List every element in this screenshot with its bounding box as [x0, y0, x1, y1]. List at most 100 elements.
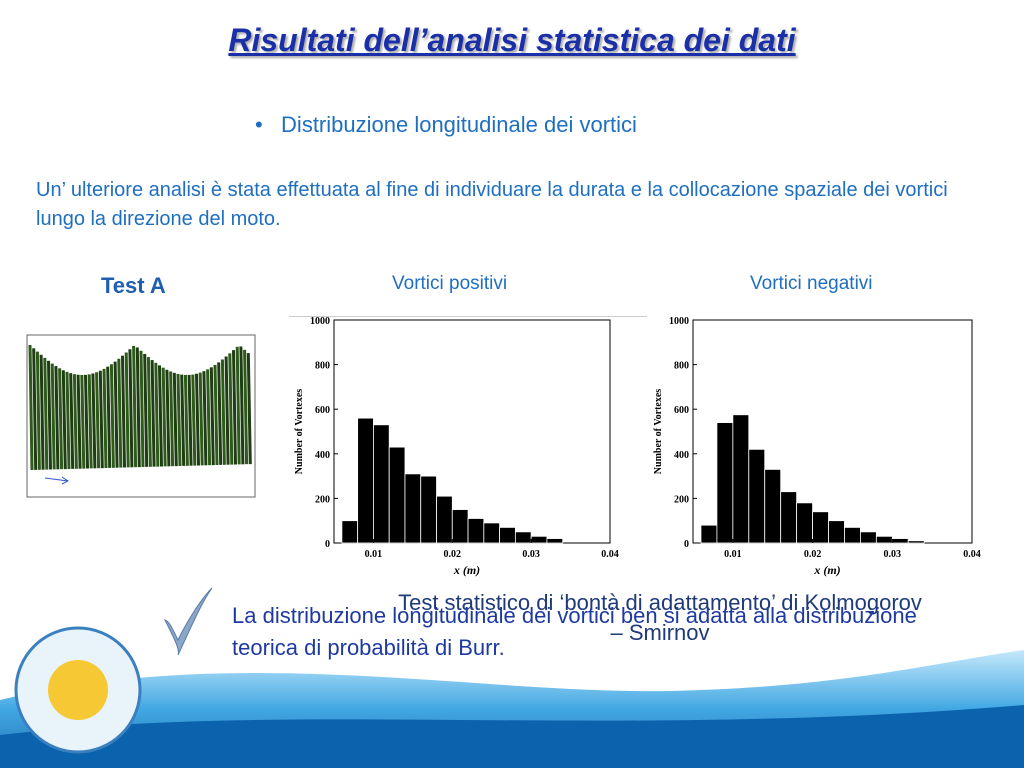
stripe: [239, 346, 245, 465]
slide-title: Risultati dell’analisi statistica dei da…: [228, 22, 796, 58]
bar: [828, 520, 845, 544]
stripe: [150, 360, 156, 467]
divider: [289, 316, 647, 317]
stripe: [228, 353, 234, 465]
bar: [341, 520, 359, 544]
bar: [875, 535, 893, 544]
conclusion: La distribuzione longitudinale dei vorti…: [232, 603, 917, 660]
stripe: [180, 374, 186, 466]
y-tick-label: 1000: [669, 316, 689, 327]
bar: [716, 422, 734, 544]
stripe: [246, 353, 252, 465]
stripe: [128, 349, 134, 468]
stripe: [61, 370, 67, 470]
stripe: [169, 371, 175, 467]
y-axis-label: Number of Vortexes: [653, 389, 664, 474]
x-tick-label: 0.02: [804, 549, 822, 560]
x-tick-label: 0.03: [884, 549, 902, 560]
stripe: [187, 374, 193, 466]
stripe: [235, 346, 241, 465]
bar: [891, 538, 909, 544]
stripe: [217, 362, 223, 465]
y-tick-label: 800: [674, 361, 689, 372]
y-axis-label: Number of Vortexes: [294, 389, 305, 474]
stripe: [98, 370, 104, 469]
y-tick-label: 1000: [310, 316, 330, 327]
chart-title: Vortici negativi: [750, 273, 873, 294]
stripe: [139, 350, 145, 468]
bar: [357, 417, 374, 544]
stripe: [176, 373, 182, 467]
stripe: [191, 374, 197, 466]
stripe: [232, 350, 237, 465]
stripe: [132, 345, 138, 468]
stripe: [195, 373, 200, 466]
x-axis-label: x (m): [453, 563, 480, 577]
stripe: [121, 355, 126, 468]
bar: [907, 540, 925, 544]
wave: [0, 705, 1024, 768]
bar: [732, 414, 750, 544]
stripe: [87, 374, 93, 469]
y-tick-label: 0: [325, 539, 330, 550]
logo-sun: [48, 660, 108, 720]
y-tick-label: 200: [674, 494, 689, 505]
bar: [451, 509, 469, 544]
stripe: [158, 365, 163, 467]
bullet-dot: •: [255, 112, 263, 137]
checkmark: [163, 587, 213, 656]
stripe: [50, 363, 56, 470]
stripe: [206, 369, 212, 466]
stripe: [109, 364, 115, 468]
bar: [530, 535, 548, 544]
bullet: • Distribuzione longitudinale dei vortic…: [255, 112, 637, 138]
bar: [499, 526, 516, 544]
stripe: [47, 360, 52, 470]
bar: [748, 448, 766, 544]
stripe: [58, 368, 64, 470]
y-tick-label: 600: [315, 405, 330, 416]
stripe: [224, 356, 230, 465]
x-tick-label: 0.01: [365, 549, 383, 560]
stripe: [28, 344, 34, 471]
x-tick-label: 0.04: [601, 549, 619, 560]
bar: [483, 522, 501, 544]
bar: [780, 491, 798, 544]
bar: [844, 526, 861, 544]
bar: [764, 469, 782, 544]
stripe: [106, 366, 112, 468]
stripe: [209, 367, 215, 466]
stripe: [35, 351, 41, 470]
stripe: [220, 359, 226, 465]
x-tick-label: 0.02: [444, 549, 462, 560]
y-tick-label: 200: [315, 494, 330, 505]
stripe: [172, 372, 178, 467]
stripe: [54, 366, 60, 470]
x-tick-label: 0.01: [724, 549, 742, 560]
stripe: [95, 372, 101, 469]
stripe: [198, 372, 204, 466]
stripe: [39, 354, 45, 470]
bar: [700, 524, 718, 544]
stripe: [102, 368, 108, 469]
stripe: [154, 362, 160, 467]
bar: [436, 495, 453, 544]
overlay-text: Test statistico di ‘bontà di adattamento…: [398, 590, 922, 645]
stripe: [72, 374, 78, 469]
bar: [373, 424, 390, 544]
bar: [860, 531, 877, 544]
bullet-text: Distribuzione longitudinale dei vortici: [281, 112, 637, 137]
stripe: [202, 371, 208, 466]
stripe: [124, 352, 130, 468]
vortex-stripes: [28, 344, 252, 471]
stripe: [183, 374, 189, 466]
y-tick-label: 400: [674, 450, 689, 461]
stripe: [80, 374, 86, 469]
bar: [388, 446, 406, 544]
stripe: [143, 353, 149, 467]
stripe: [117, 358, 123, 468]
stripe: [146, 357, 152, 467]
bar: [796, 502, 813, 544]
stripe: [43, 357, 49, 470]
